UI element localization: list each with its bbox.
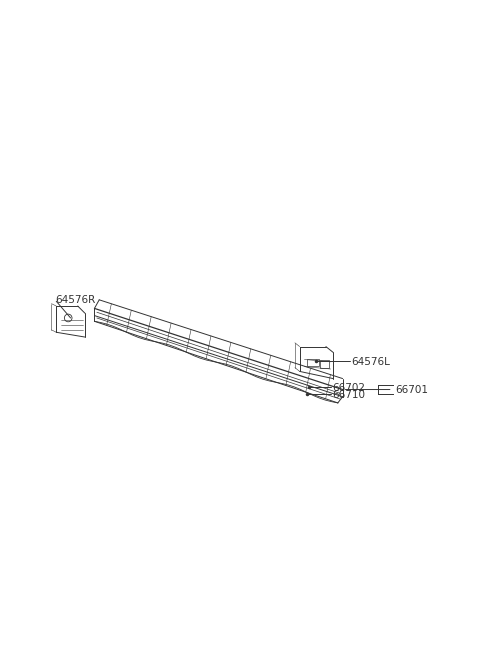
Text: 64576L: 64576L [351, 357, 390, 367]
Text: 66702: 66702 [332, 383, 365, 393]
Text: 66701: 66701 [395, 384, 428, 394]
Text: 66710: 66710 [332, 390, 365, 400]
Text: 64576R: 64576R [55, 295, 96, 305]
